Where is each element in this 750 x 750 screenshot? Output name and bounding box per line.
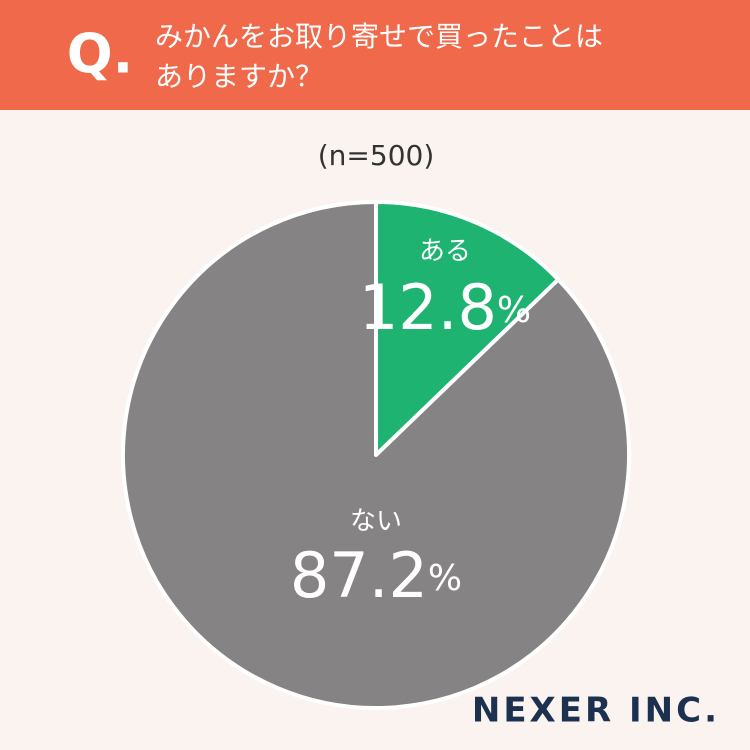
- value-label: 87.2%: [290, 539, 462, 612]
- slice-label: ない: [350, 507, 402, 537]
- question-mark: Q.: [67, 23, 133, 86]
- logo: NEXER INC.: [472, 691, 720, 731]
- value-label: 12.8%: [359, 271, 531, 344]
- slice-label: ある: [419, 237, 471, 267]
- pie-slice: [374, 200, 561, 457]
- subtitle: (n=500): [318, 139, 435, 172]
- pie-slice: [121, 200, 631, 710]
- header: [0, 0, 750, 110]
- title-line: ありますか？: [155, 60, 323, 93]
- title-line: みかんをお取り寄せで買ったことは: [155, 20, 603, 53]
